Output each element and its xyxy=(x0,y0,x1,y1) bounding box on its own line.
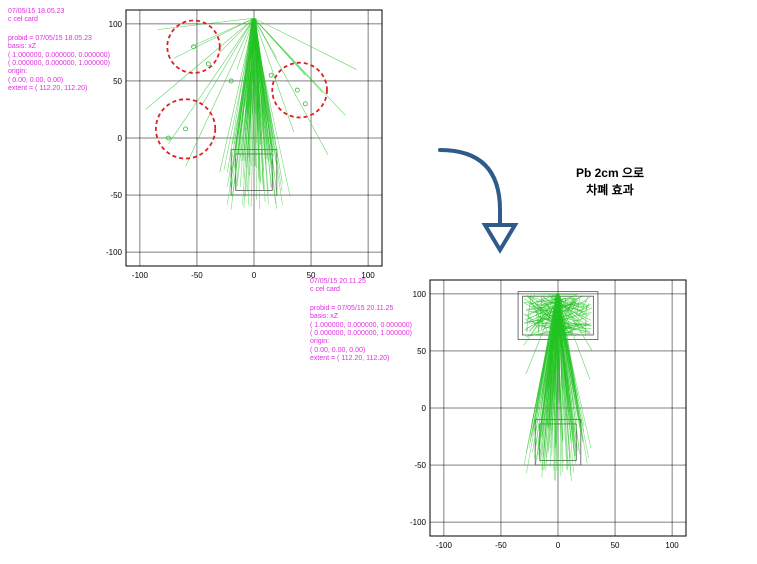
meta-origin: ( 0.00, 0.00, 0.00) xyxy=(310,347,412,355)
annotation-line2: 차폐 효과 xyxy=(586,183,634,197)
meta-v1: ( 1.000000, 0.000000, 0.000000) xyxy=(310,322,412,330)
svg-text:0: 0 xyxy=(118,134,123,143)
svg-text:0: 0 xyxy=(422,404,427,413)
svg-text:50: 50 xyxy=(417,347,426,356)
svg-text:-100: -100 xyxy=(410,518,427,527)
meta-basis: basis: xZ xyxy=(8,43,110,51)
plot-left: -100 -50 0 50 100 -100 -50 0 50 100 xyxy=(96,5,402,291)
meta-v1: ( 1.000000, 0.000000, 0.000000) xyxy=(8,52,110,60)
meta-extent: extent = ( 112.20, 112.20) xyxy=(310,355,412,363)
svg-text:100: 100 xyxy=(413,290,427,299)
svg-text:-50: -50 xyxy=(191,271,203,280)
meta-origin-label: origin: xyxy=(310,338,412,346)
meta-probid: probid = 07/05/15 18.05.23 xyxy=(8,35,110,43)
plot-right: -100 -50 0 50 100 -100 -50 0 50 100 xyxy=(400,275,706,561)
svg-text:-50: -50 xyxy=(414,461,426,470)
meta-title: c cel card xyxy=(8,16,110,24)
meta-origin-label: origin: xyxy=(8,68,110,76)
svg-text:-100: -100 xyxy=(132,271,149,280)
transition-arrow xyxy=(430,140,530,260)
svg-text:100: 100 xyxy=(109,20,123,29)
meta-v2: ( 0.000000, 0.000000, 1.000000) xyxy=(8,60,110,68)
meta-extent: extent = ( 112.20, 112.20) xyxy=(8,85,110,93)
meta-origin: ( 0.00, 0.00, 0.00) xyxy=(8,77,110,85)
meta-probid: probid = 07/05/15 20.11.25 xyxy=(310,305,412,313)
meta-v2: ( 0.000000, 0.000000, 1.000000) xyxy=(310,330,412,338)
svg-text:50: 50 xyxy=(113,77,122,86)
annotation-label: Pb 2cm 으로 차폐 효과 xyxy=(540,165,680,199)
svg-text:100: 100 xyxy=(665,541,679,550)
svg-text:-50: -50 xyxy=(495,541,507,550)
meta-basis: basis: xZ xyxy=(310,313,412,321)
svg-text:-100: -100 xyxy=(436,541,453,550)
svg-text:-50: -50 xyxy=(110,191,122,200)
svg-text:0: 0 xyxy=(556,541,561,550)
annotation-line1: Pb 2cm 으로 xyxy=(576,166,644,180)
meta-left: 07/05/15 18.05.23 c cel card probid = 07… xyxy=(8,8,110,94)
svg-text:50: 50 xyxy=(307,271,316,280)
svg-text:50: 50 xyxy=(611,541,620,550)
meta-timestamp: 07/05/15 18.05.23 xyxy=(8,8,110,16)
svg-text:100: 100 xyxy=(361,271,375,280)
svg-text:-100: -100 xyxy=(106,248,123,257)
svg-text:0: 0 xyxy=(252,271,257,280)
